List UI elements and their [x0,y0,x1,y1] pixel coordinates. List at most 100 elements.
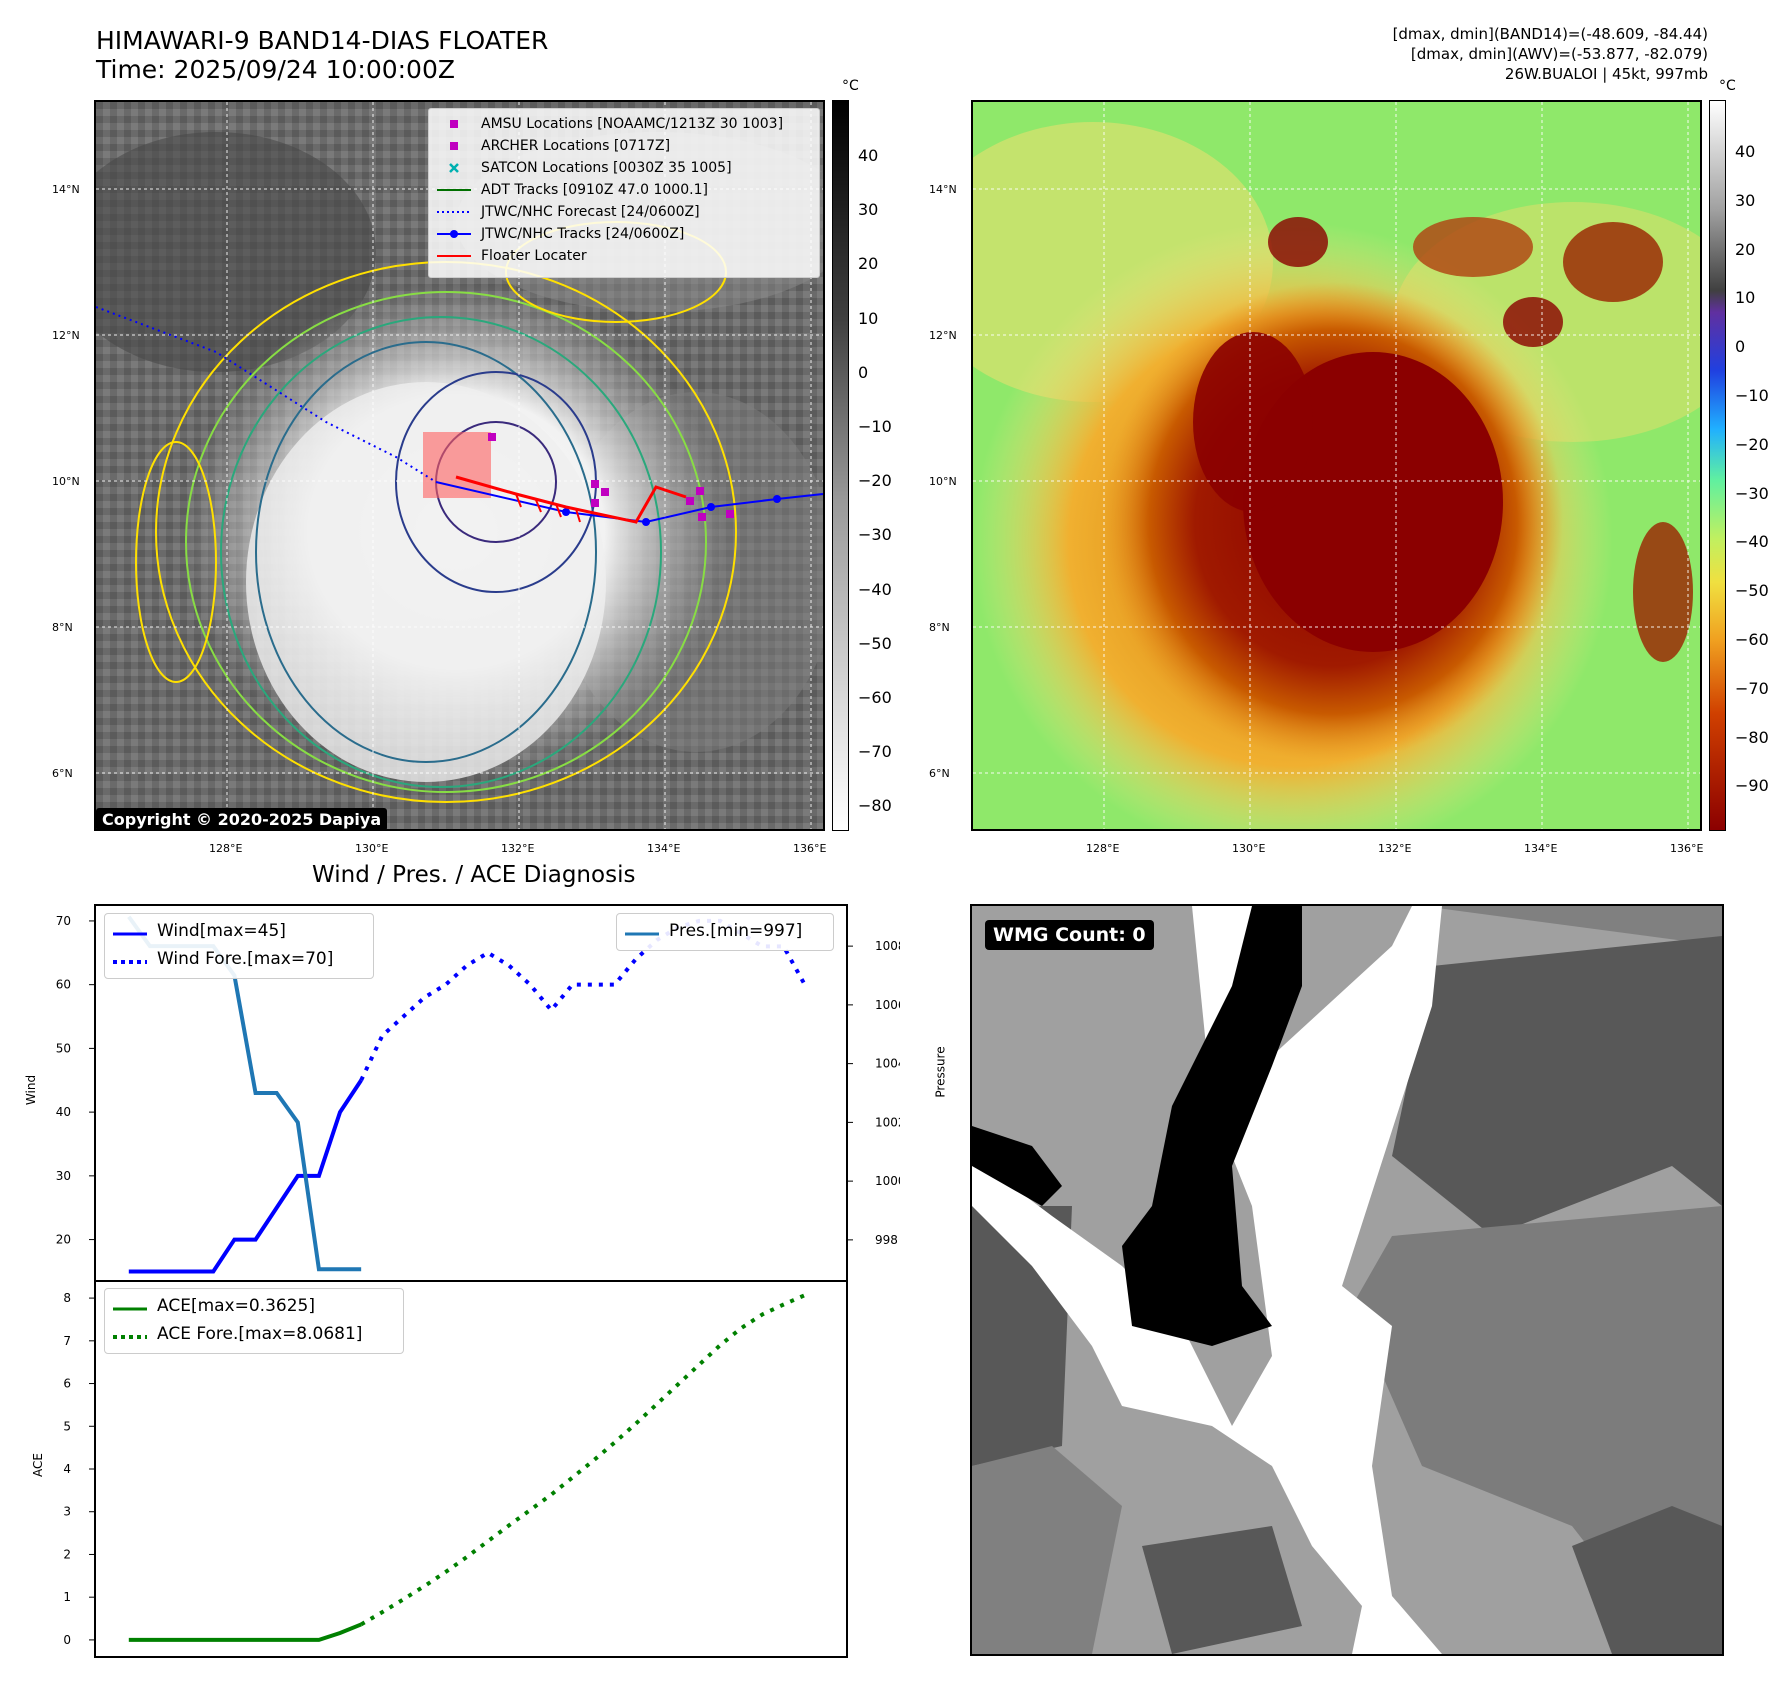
series-line-1 [360,1293,806,1627]
y-tick-label: 3 [63,1505,71,1519]
legend-wind: Wind[max=45] [113,917,365,945]
enhanced-ir-panel [971,100,1702,831]
wmg-count-badge: WMG Count: 0 [985,920,1154,950]
dotted-line-icon [113,1323,147,1345]
ir-map-panel: AMSU Locations [NOAAMC/1213Z 30 1003] AR… [94,100,825,831]
colorbar-tick-label: 30 [1735,190,1756,210]
y2-tick-label: 1004 [875,1057,900,1071]
colorbar-tick-label: 20 [858,254,879,274]
y-tick-label: 2 [63,1547,71,1561]
colorbar-tick-label: −10 [1735,386,1769,405]
legend-floater: Floater Locater [437,245,811,267]
pressure-label-html: Pressure [933,1046,948,1098]
colorbar-tick-label: −80 [1735,727,1769,747]
y-tick-label: 4 [63,1462,71,1476]
colorbar-tick-label: −20 [1735,434,1769,454]
lat-tick: 12°N [929,329,957,342]
colorbar-tick-label: −50 [1735,581,1769,601]
y-tick-label: 60 [56,978,71,992]
solid-line-icon [437,179,471,201]
map-legend: AMSU Locations [NOAAMC/1213Z 30 1003] AR… [428,108,820,278]
dotted-line-icon [113,948,147,970]
series-line-0 [128,1622,362,1642]
y2-tick-label: 998 [875,1233,898,1247]
wind-axis-label: Wind [24,1075,38,1105]
colorbar-left-unit: °C [842,78,859,94]
legend-adt: ADT Tracks [0910Z 47.0 1000.1] [437,179,811,201]
diagnosis-title: Wind / Pres. / ACE Diagnosis [312,862,636,888]
colorbar-tick-label: −80 [858,796,892,816]
y-tick-label: 20 [56,1233,71,1247]
lat-tick: 14°N [52,183,80,196]
colorbar-tick-label: −40 [858,579,892,599]
lat-tick: 10°N [929,475,957,488]
legend-amsu: AMSU Locations [NOAAMC/1213Z 30 1003] [437,113,811,135]
lon-tick: 136°E [1670,842,1704,855]
line-dot-icon [437,223,471,245]
lon-tick: 128°E [209,842,243,855]
y-tick-label: 6 [63,1377,71,1391]
y-tick-label: 5 [63,1419,71,1433]
colorbar-tick-label: 10 [1735,288,1756,308]
lat-tick: 6°N [52,767,73,780]
legend-ace-forecast: ACE Fore.[max=8.0681] [113,1320,395,1348]
x-marker-icon [437,157,471,179]
y-tick-label: 8 [63,1291,71,1305]
pressure-legend: Pres.[min=997] [616,913,834,951]
y-tick-label: 1 [63,1590,71,1604]
band14-range: [dmax, dmin](BAND14)=(-48.609, -84.44) [1392,25,1708,43]
title-time: Time: 2025/09/24 10:00:00Z [96,55,455,84]
legend-wind-forecast: Wind Fore.[max=70] [113,945,365,973]
colorbar-tick-label: −90 [1735,776,1769,796]
figure-title: HIMAWARI-9 BAND14-DIAS FLOATER Time: 202… [96,26,548,84]
colorbar-tick-label: −30 [858,525,892,545]
lat-tick: 8°N [52,621,73,634]
y-tick-label: 70 [56,914,71,928]
colorbar-tick-label: −70 [1735,678,1769,698]
solid-line-icon [113,1295,147,1317]
colorbar-tick-label: 10 [858,308,879,328]
lat-tick: 10°N [52,475,80,488]
lon-tick: 136°E [793,842,827,855]
wind-legend: Wind[max=45] Wind Fore.[max=70] [104,913,374,979]
enhanced-ir-image [973,102,1700,829]
colorbar-tick-label: −10 [858,417,892,436]
ace-legend: ACE[max=0.3625] ACE Fore.[max=8.0681] [104,1288,404,1354]
solid-line-icon [437,245,471,267]
lon-tick: 130°E [1232,842,1266,855]
colorbar-tick-label: 40 [1735,142,1756,161]
lat-tick: 6°N [929,767,950,780]
colorbar-tick-label: −70 [858,742,892,762]
colorbar-tick-label: −50 [858,633,892,653]
storm-name: 26W.BUALOI | 45kt, 997mb [1504,65,1708,83]
colorbar-tick-label: −30 [1735,483,1769,503]
dotted-line-icon [437,201,471,223]
series-line-0 [128,1079,363,1274]
y-tick-label: 40 [56,1105,71,1119]
colorbar-right [1709,100,1726,831]
solid-line-icon [113,920,147,942]
colorbar-tick-label: −20 [858,471,892,491]
copyright-badge: Copyright © 2020-2025 Dapiya [96,808,388,831]
lon-tick: 130°E [355,842,389,855]
lat-tick: 14°N [929,183,957,196]
colorbar-tick-label: −60 [858,688,892,707]
colorbar-tick-label: 0 [858,362,869,382]
ace-axis-label: ACE [31,1453,45,1477]
wmg-image [972,906,1722,1654]
colorbar-tick-label: −60 [1735,630,1769,649]
y-tick-label: 30 [56,1169,71,1183]
title-satellite: HIMAWARI-9 BAND14-DIAS FLOATER [96,26,549,55]
lon-tick: 132°E [501,842,535,855]
y2-tick-label: 1006 [875,998,900,1012]
y2-tick-label: 1000 [875,1174,900,1188]
colorbar-left [832,100,849,831]
solid-line-icon [625,920,659,942]
wmg-panel [970,904,1724,1656]
legend-ace: ACE[max=0.3625] [113,1292,395,1320]
y2-tick-label: 1008 [875,939,900,953]
awv-range: [dmax, dmin](AWV)=(-53.877, -82.079) [1410,45,1708,63]
legend-pressure: Pres.[min=997] [625,917,825,945]
colorbar-tick-label: 20 [1735,239,1756,259]
y-tick-label: 0 [63,1633,71,1647]
